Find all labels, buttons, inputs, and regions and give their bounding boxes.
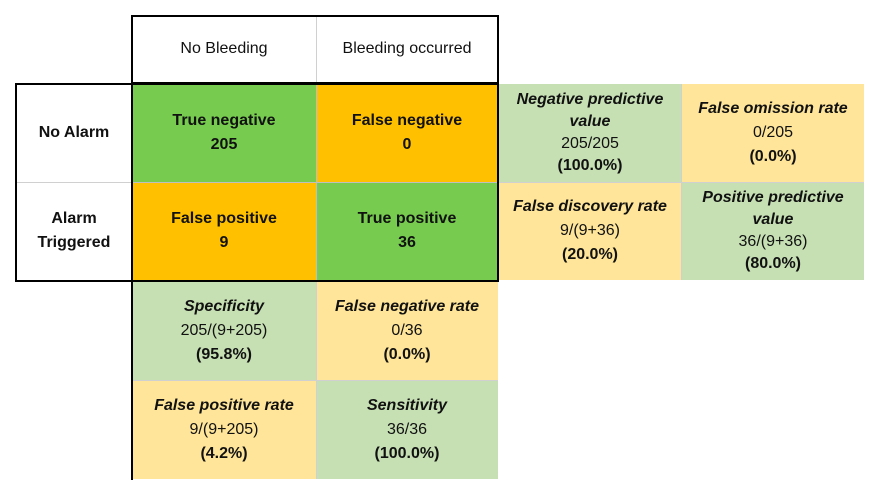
row-header-alarm-line1: Alarm (51, 210, 97, 227)
npv-label-line1: Negative predictive (516, 91, 664, 108)
false-negative-label: False negative (351, 112, 463, 129)
cell-true-positive: True positive 36 (316, 182, 498, 280)
sensitivity-result: (100.0%) (374, 444, 440, 462)
specificity-label: Specificity (183, 298, 265, 315)
false-positive-value: 9 (219, 234, 229, 251)
npv-result: (100.0%) (557, 157, 623, 174)
row-header-no-alarm: No Alarm (16, 84, 132, 182)
grid-line (316, 16, 317, 82)
fnr-formula: 0/36 (391, 322, 423, 339)
false-positive-label: False positive (171, 210, 277, 227)
grid-line (499, 182, 864, 183)
true-negative-value: 205 (210, 136, 238, 153)
for-label: False omission rate (698, 100, 848, 117)
cell-negative-predictive-value: Negative predictive value 205/205 (100.0… (499, 84, 681, 182)
cell-false-positive: False positive 9 (132, 182, 316, 280)
row-header-no-alarm-label: No Alarm (38, 124, 110, 141)
specificity-result: (95.8%) (195, 346, 253, 363)
cell-false-positive-rate: False positive rate 9/(9+205) (4.2%) (132, 380, 316, 479)
fpr-result: (4.2%) (200, 444, 248, 462)
true-negative-label: True negative (172, 112, 276, 129)
sensitivity-formula: 36/36 (386, 420, 428, 438)
grid-line (132, 380, 498, 381)
row-header-alarm-triggered: Alarm Triggered (16, 182, 132, 280)
fpr-formula: 9/(9+205) (189, 420, 259, 438)
grid-line (316, 282, 317, 479)
cell-specificity: Specificity 205/(9+205) (95.8%) (132, 282, 316, 380)
col-header-no-bleeding-label: No Bleeding (180, 40, 268, 57)
for-formula: 0/205 (752, 124, 794, 141)
grid-line (16, 182, 132, 183)
ppv-formula: 36/(9+36) (738, 233, 808, 250)
fdr-label: False discovery rate (513, 198, 667, 215)
fnr-result: (0.0%) (383, 346, 431, 363)
specificity-formula: 205/(9+205) (180, 322, 268, 339)
cell-false-negative: False negative 0 (316, 84, 498, 182)
col-header-bleeding-occurred: Bleeding occurred (316, 16, 498, 82)
ppv-result: (80.0%) (744, 255, 802, 272)
grid-line (316, 84, 317, 280)
cell-false-omission-rate: False omission rate 0/205 (0.0%) (682, 84, 864, 182)
col-header-bleeding-occurred-label: Bleeding occurred (342, 40, 472, 57)
fpr-label: False positive rate (154, 396, 294, 414)
bottom-left-border (131, 280, 133, 480)
cell-false-discovery-rate: False discovery rate 9/(9+36) (20.0%) (499, 182, 681, 280)
grid-line (132, 182, 498, 183)
cell-true-negative: True negative 205 (132, 84, 316, 182)
col-header-no-bleeding: No Bleeding (132, 16, 316, 82)
false-negative-value: 0 (402, 136, 412, 153)
fnr-label: False negative rate (334, 298, 480, 315)
fdr-result: (20.0%) (561, 246, 619, 263)
cell-sensitivity: Sensitivity 36/36 (100.0%) (316, 380, 498, 479)
ppv-label-line2: value (752, 211, 794, 228)
row-header-alarm-line2: Triggered (37, 234, 111, 251)
fdr-formula: 9/(9+36) (559, 222, 621, 239)
sensitivity-label: Sensitivity (366, 396, 448, 414)
true-positive-label: True positive (357, 210, 457, 227)
true-positive-value: 36 (398, 234, 416, 251)
cell-positive-predictive-value: Positive predictive value 36/(9+36) (80.… (682, 182, 864, 280)
main-table-divider (131, 83, 133, 282)
npv-label-line2: value (569, 113, 611, 130)
npv-formula: 205/205 (561, 135, 619, 152)
cell-false-negative-rate: False negative rate 0/36 (0.0%) (316, 282, 498, 380)
for-result: (0.0%) (749, 148, 797, 165)
ppv-label-line1: Positive predictive (702, 189, 844, 206)
